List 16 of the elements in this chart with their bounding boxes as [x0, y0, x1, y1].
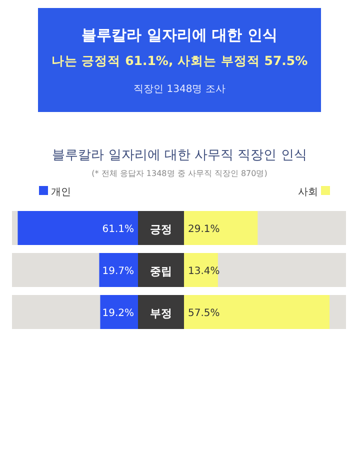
legend-label: 개인	[50, 186, 71, 199]
text: (* 전체 응답자 1348명 중 사무직 직장인 870명)	[90, 168, 268, 179]
data-label: 13.4%	[188, 266, 220, 277]
y-tick-label: 중립	[150, 265, 172, 278]
text: 블루칼라 일자리에 대한 인식	[80, 26, 278, 45]
data-label: 29.1%	[188, 224, 220, 235]
text: 직장인 1348명 조사	[132, 83, 226, 96]
legend-label: 사회	[298, 186, 319, 199]
data-label: 19.2%	[102, 308, 134, 319]
y-tick-label: 긍정	[150, 223, 172, 236]
y-tick-label: 부정	[150, 307, 172, 320]
data-label: 57.5%	[188, 308, 220, 319]
text: 블루칼라 일자리에 대한 사무직 직장인 인식	[51, 147, 308, 164]
data-label: 19.7%	[102, 266, 134, 277]
text: 나는 긍정적 61.1%, 사회는 부정적 57.5%	[50, 53, 309, 70]
data-label: 61.1%	[102, 224, 134, 235]
